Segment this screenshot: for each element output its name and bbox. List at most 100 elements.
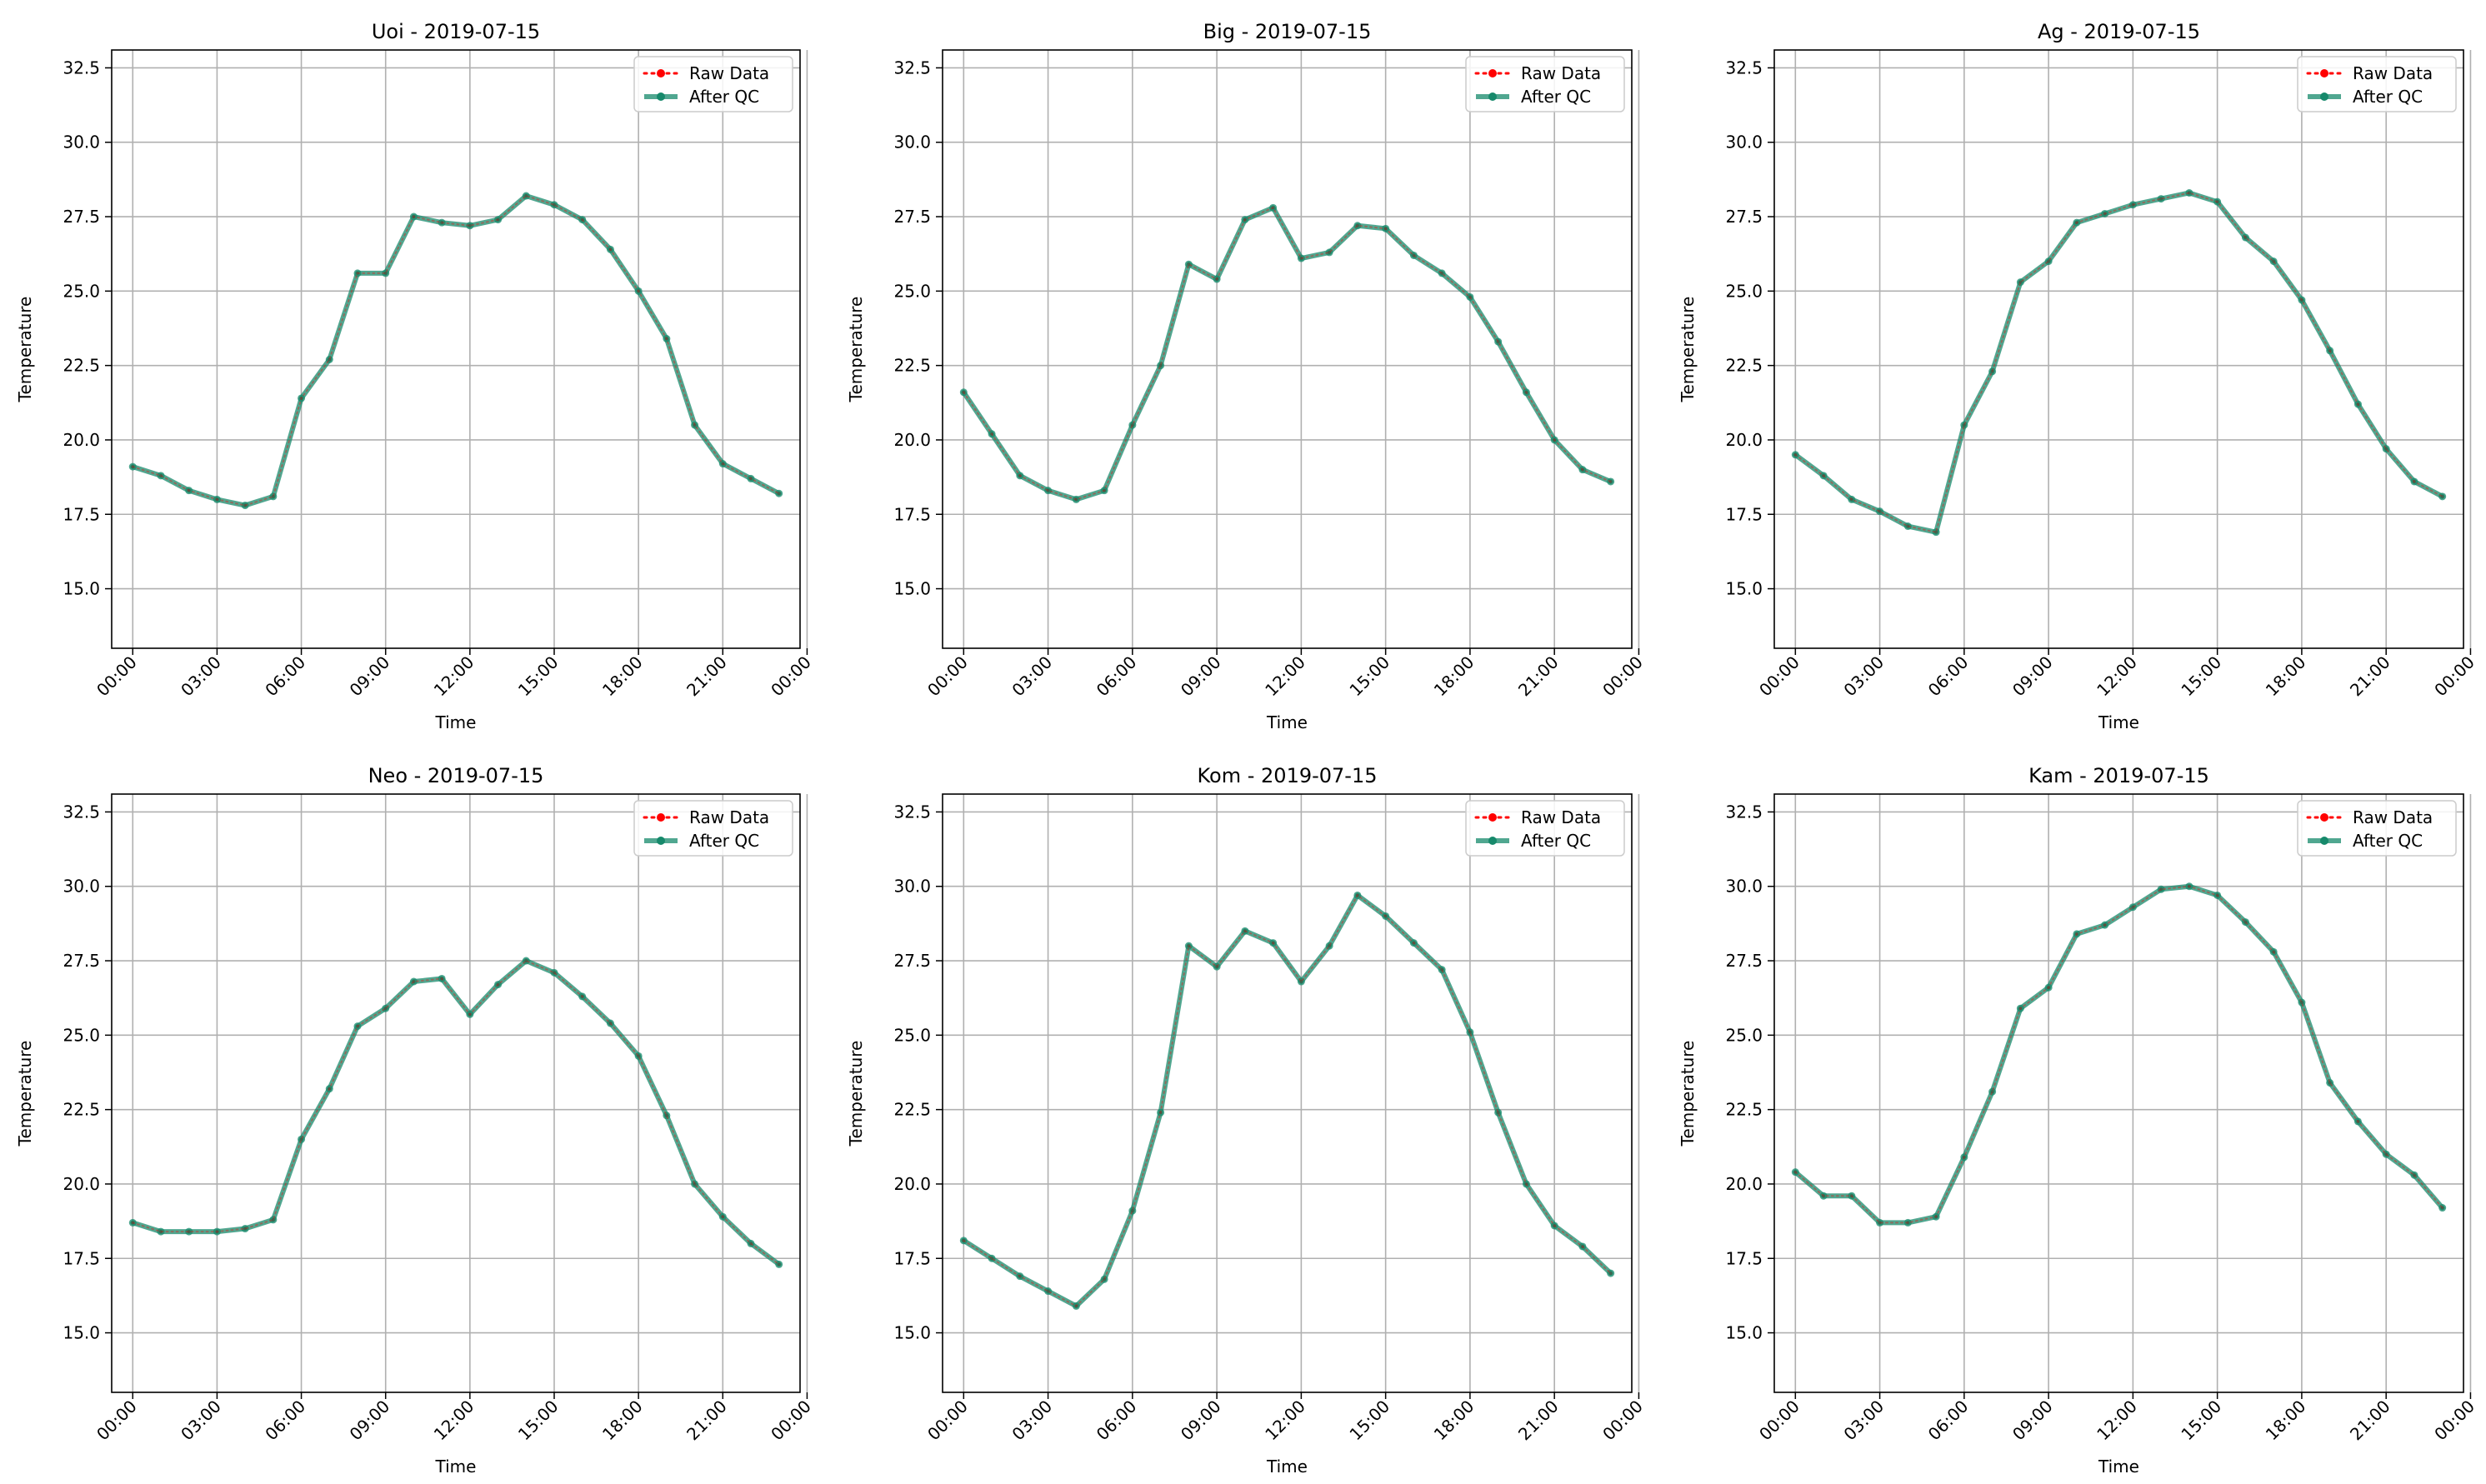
x-tick-label: 12:00 <box>430 1397 478 1445</box>
point-raw <box>1215 965 1219 969</box>
y-tick-label: 17.5 <box>1725 504 1763 524</box>
y-tick-label: 20.0 <box>893 1174 931 1194</box>
x-tick-label: 15:00 <box>514 1397 563 1445</box>
point-raw <box>356 271 359 275</box>
y-tick-label: 20.0 <box>63 430 100 450</box>
x-tick-label: 09:00 <box>2008 652 2057 701</box>
subplot-title: Big - 2019-07-15 <box>1203 20 1372 43</box>
legend-marker-raw <box>2320 813 2328 822</box>
point-raw <box>553 971 556 975</box>
x-tick-label: 21:00 <box>2346 652 2394 701</box>
point-raw <box>1271 206 1275 210</box>
y-axis-label: Temperature <box>1678 1041 1698 1147</box>
point-raw <box>1299 257 1303 261</box>
point-raw <box>2440 494 2444 498</box>
legend-label-raw: Raw Data <box>689 807 769 827</box>
point-raw <box>2047 259 2051 263</box>
legend-label-after-qc: After QC <box>2353 831 2423 851</box>
y-axis-label: Temperature <box>15 1041 35 1147</box>
axes-frame <box>111 49 801 649</box>
point-raw <box>1130 1209 1134 1213</box>
point-raw <box>1553 437 1557 442</box>
x-axis-label: Time <box>2098 1457 2139 1477</box>
point-raw <box>1962 423 1966 427</box>
point-raw <box>2074 221 2078 225</box>
point-raw <box>412 980 416 984</box>
point-raw <box>749 1242 753 1246</box>
y-tick-label: 17.5 <box>63 1248 100 1268</box>
legend-marker-after-qc <box>1488 837 1497 845</box>
y-tick-label: 17.5 <box>63 504 100 524</box>
legend: Raw Data After QC <box>2297 56 2457 112</box>
point-raw <box>524 194 528 198</box>
x-axis-label: Time <box>1266 712 1308 732</box>
point-raw <box>1962 1155 1966 1159</box>
point-raw <box>580 994 584 998</box>
x-tick-label: 00:00 <box>1755 1397 1803 1445</box>
point-raw <box>1412 941 1416 945</box>
point-raw <box>1158 363 1163 367</box>
x-tick-label: 03:00 <box>1839 1397 1888 1445</box>
y-tick-label: 20.0 <box>1725 1174 1763 1194</box>
point-raw <box>1215 277 1219 282</box>
point-raw <box>1934 530 1938 534</box>
point-raw <box>1793 452 1798 457</box>
point-raw <box>1328 944 1332 948</box>
point-raw <box>2412 479 2416 483</box>
series-line-raw <box>963 893 1612 1307</box>
point-raw <box>1383 914 1388 918</box>
y-tick-label: 15.0 <box>1725 579 1763 599</box>
legend: Raw Data After QC <box>633 800 793 857</box>
y-tick-label: 27.5 <box>893 951 931 971</box>
point-raw <box>1822 1194 1826 1198</box>
point-raw <box>1524 1182 1528 1186</box>
x-tick-label: 15:00 <box>1345 1397 1393 1445</box>
point-raw <box>553 202 556 207</box>
x-tick-label: 03:00 <box>177 1397 225 1445</box>
y-tick-label: 15.0 <box>63 579 100 599</box>
y-axis-label: Temperature <box>846 1041 866 1147</box>
y-tick-label: 30.0 <box>1725 132 1763 152</box>
point-raw <box>1046 488 1050 492</box>
point-raw <box>2356 402 2360 407</box>
series-line-raw <box>1794 192 2443 533</box>
x-tick-label: 21:00 <box>683 1397 731 1445</box>
point-raw <box>1440 271 1444 275</box>
y-tick-label: 15.0 <box>893 1323 931 1343</box>
y-tick-label: 17.5 <box>893 1248 931 1268</box>
y-tick-label: 22.5 <box>63 356 100 376</box>
axes-frame <box>1773 49 2464 649</box>
legend-label-after-qc: After QC <box>2353 87 2423 107</box>
point-raw <box>1412 253 1416 257</box>
point-raw <box>299 396 303 400</box>
series-line-raw <box>1794 885 2443 1224</box>
point-raw <box>1440 967 1444 972</box>
x-tick-label: 06:00 <box>261 652 309 701</box>
y-tick-label: 30.0 <box>893 132 931 152</box>
y-tick-label: 27.5 <box>63 207 100 227</box>
y-tick-label: 27.5 <box>893 207 931 227</box>
point-raw <box>187 1230 191 1234</box>
point-raw <box>1878 1221 1882 1225</box>
legend: Raw Data After QC <box>2297 800 2457 857</box>
point-raw <box>1990 369 1994 373</box>
y-tick-label: 27.5 <box>63 951 100 971</box>
point-raw <box>2159 887 2163 892</box>
point-raw <box>1849 1194 1853 1198</box>
point-raw <box>468 223 472 227</box>
point-raw <box>1328 250 1332 254</box>
point-raw <box>2356 1119 2360 1123</box>
subplot-5: 15.0 17.5 20.0 22.5 25.0 27.5 30.0 32.5 00:00 03:… <box>846 764 1647 1477</box>
y-tick-label: 17.5 <box>893 504 931 524</box>
x-tick-label: 00:00 <box>923 652 972 701</box>
x-tick-label: 21:00 <box>683 652 731 701</box>
legend-marker-raw <box>657 69 665 77</box>
series-line-after-qc <box>130 958 782 1267</box>
legend-label-raw: Raw Data <box>1521 807 1601 827</box>
point-raw <box>496 982 500 987</box>
x-tick-label: 21:00 <box>1514 1397 1563 1445</box>
x-tick-label: 09:00 <box>346 1397 394 1445</box>
y-tick-label: 20.0 <box>893 430 931 450</box>
point-raw <box>2440 1206 2444 1210</box>
y-tick-label: 20.0 <box>63 1174 100 1194</box>
